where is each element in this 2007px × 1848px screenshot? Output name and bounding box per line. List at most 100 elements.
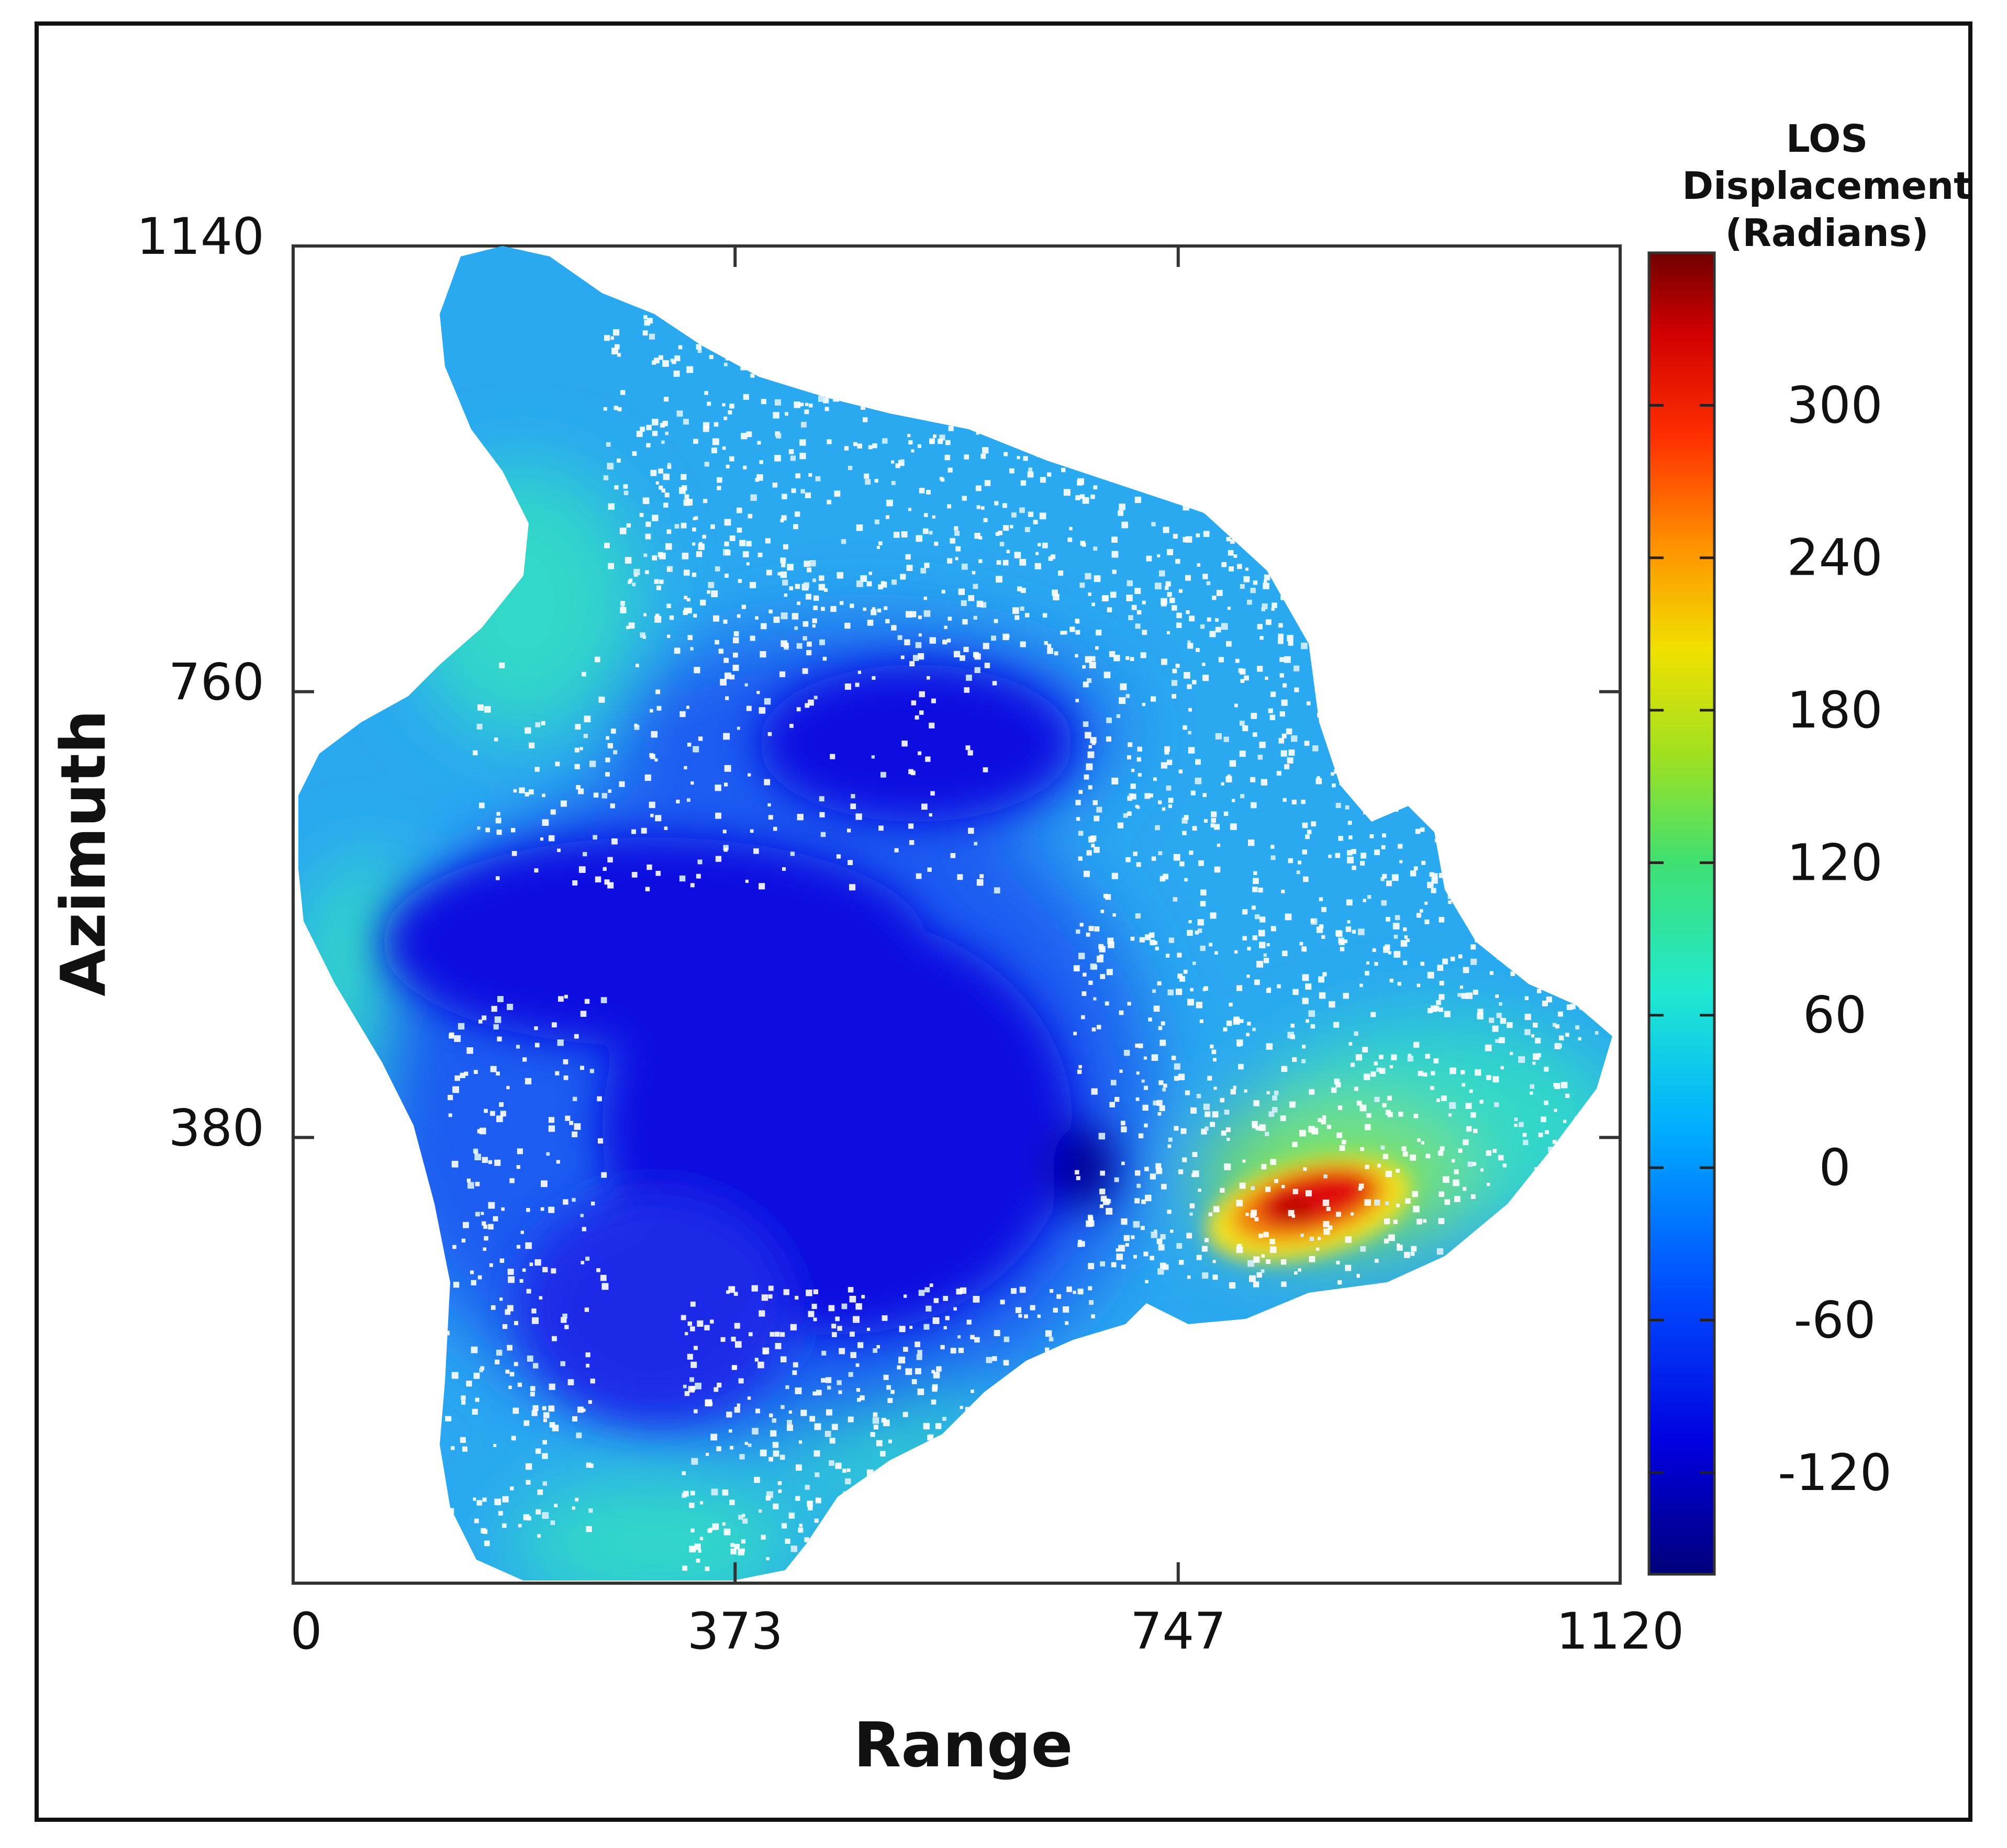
speckle-dot (857, 1342, 864, 1348)
speckle-dot (844, 683, 852, 690)
speckle-dot (903, 1294, 907, 1298)
speckle-dot (623, 490, 629, 496)
speckle-dot (736, 507, 742, 513)
speckle-dot (761, 1535, 766, 1540)
colorbar-tick-label-3: 120 (1787, 833, 1882, 892)
speckle-dot (848, 1416, 854, 1423)
speckle-dot (578, 788, 584, 794)
speckle-dot (1172, 668, 1177, 674)
speckle-dot (770, 1430, 777, 1437)
speckle-dot (1244, 675, 1249, 681)
speckle-dot (807, 1500, 811, 1505)
speckle-dot (1131, 768, 1135, 772)
speckle-dot (724, 765, 731, 772)
speckle-dot (684, 494, 689, 499)
speckle-dot (994, 1330, 1000, 1337)
speckle-dot (778, 1489, 782, 1493)
speckle-dot (1266, 1259, 1270, 1264)
speckle-dot (1252, 887, 1258, 892)
speckle-dot (501, 1523, 507, 1528)
speckle-dot (1089, 662, 1096, 669)
speckle-dot (1256, 1101, 1259, 1104)
speckle-dot (1086, 850, 1092, 856)
speckle-dot (1299, 942, 1303, 946)
speckle-dot (613, 750, 618, 755)
speckle-dot (1107, 607, 1112, 613)
speckle-dot (1259, 916, 1266, 923)
speckle-dot (970, 1335, 975, 1340)
speckle-dot (1223, 811, 1229, 816)
speckle-dot (811, 1304, 817, 1309)
speckle-dot (974, 533, 980, 539)
speckle-dot (683, 1384, 687, 1388)
speckle-dot (1400, 940, 1408, 947)
speckle-dot (1552, 1023, 1557, 1027)
speckle-dot (1090, 737, 1097, 744)
speckle-dot (1080, 494, 1085, 499)
speckle-dot (1462, 1186, 1467, 1191)
speckle-dot (1291, 1214, 1296, 1218)
speckle-dot (834, 490, 841, 497)
speckle-dot (732, 665, 739, 671)
speckle-dot (644, 319, 650, 326)
speckle-dot (685, 1332, 688, 1336)
speckle-dot (1246, 1033, 1250, 1037)
speckle-dot (546, 1152, 550, 1156)
speckle-dot (1087, 751, 1095, 758)
speckle-dot (686, 608, 692, 613)
speckle-dot (1558, 1035, 1564, 1040)
speckle-dot (1416, 913, 1421, 918)
speckle-dot (842, 1469, 846, 1473)
speckle-dot (1078, 790, 1083, 794)
speckle-dot (632, 583, 636, 587)
speckle-dot (1121, 521, 1129, 529)
speckle-dot (539, 1296, 543, 1300)
speckle-dot (1095, 629, 1102, 636)
speckle-dot (805, 402, 809, 406)
speckle-dot (484, 1236, 488, 1241)
speckle-dot (1437, 1150, 1444, 1156)
speckle-dot (1310, 919, 1315, 923)
speckle-dot (590, 1379, 595, 1384)
speckle-dot (812, 618, 817, 623)
speckle-dot (1231, 799, 1235, 802)
speckle-dot (1192, 1170, 1199, 1178)
speckle-dot (754, 1476, 760, 1483)
speckle-dot (664, 492, 670, 498)
speckle-dot (693, 613, 697, 618)
speckle-dot (1150, 1256, 1154, 1261)
speckle-dot (1234, 950, 1238, 954)
speckle-dot (960, 1406, 963, 1409)
speckle-dot (724, 519, 731, 526)
speckle-dot (498, 1510, 503, 1516)
speckle-dot (725, 550, 731, 556)
speckle-dot (780, 612, 788, 620)
speckle-dot (1364, 1124, 1371, 1130)
speckle-dot (1429, 872, 1434, 877)
speckle-dot (861, 1295, 865, 1299)
speckle-dot (884, 606, 888, 610)
speckle-dot (1565, 1033, 1569, 1037)
speckle-dot (868, 572, 872, 575)
speckle-dot (1017, 456, 1020, 460)
speckle-dot (904, 639, 910, 645)
speckle-dot (1170, 1229, 1174, 1233)
speckle-dot (775, 1331, 780, 1337)
speckle-dot (484, 1540, 490, 1547)
speckle-dot (1341, 1139, 1346, 1145)
speckle-dot (1441, 1095, 1447, 1101)
speckle-dot (1033, 520, 1038, 524)
speckle-dot (642, 497, 650, 505)
speckle-dot (676, 410, 683, 417)
speckle-dot (494, 737, 498, 742)
speckle-dot (1168, 804, 1172, 808)
speckle-dot (729, 674, 735, 680)
speckle-dot (690, 781, 694, 785)
speckle-dot (835, 1462, 842, 1469)
speckle-dot (634, 724, 640, 730)
speckle-dot (542, 1512, 549, 1519)
speckle-dot (584, 999, 590, 1004)
speckle-dot (734, 1543, 740, 1550)
speckle-dot (1138, 1133, 1144, 1138)
speckle-dot (1083, 721, 1089, 727)
